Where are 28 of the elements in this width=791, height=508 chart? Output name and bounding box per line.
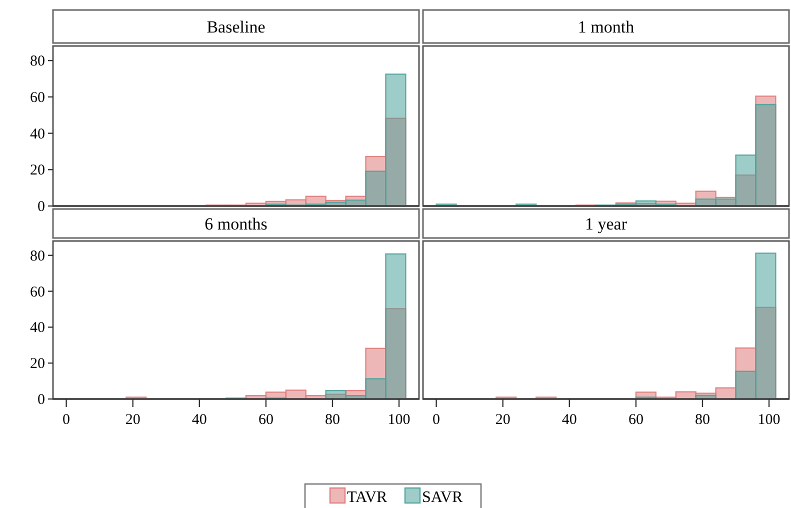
y-tick-label: 40 <box>30 320 45 336</box>
chart-title: 1 year <box>584 214 628 234</box>
x-tick-label: 0 <box>432 412 440 428</box>
y-tick-label: 20 <box>30 356 45 372</box>
y-tick-label: 80 <box>30 54 45 70</box>
chart-title: 6 months <box>204 214 268 234</box>
legend-label: SAVR <box>422 489 463 506</box>
x-tick-label: 80 <box>694 412 710 428</box>
x-tick-label: 40 <box>562 412 577 428</box>
y-tick-label: 0 <box>38 199 45 215</box>
chart-title: Baseline <box>206 18 266 36</box>
y-tick-label: 60 <box>30 90 45 106</box>
x-tick-label: 100 <box>388 412 410 428</box>
chart-title: 1 month <box>578 18 635 36</box>
x-tick-label: 0 <box>62 412 70 428</box>
x-tick-label: 80 <box>324 412 340 428</box>
y-tick-label: 0 <box>38 392 45 408</box>
legend-label: TAVR <box>347 489 388 506</box>
x-tick-label: 60 <box>258 412 274 428</box>
x-tick-label: 60 <box>628 412 644 428</box>
y-tick-label: 40 <box>30 126 45 142</box>
x-tick-label: 40 <box>192 412 207 428</box>
x-tick-label: 100 <box>758 412 780 428</box>
x-tick-label: 20 <box>495 412 510 428</box>
y-tick-label: 60 <box>30 284 45 300</box>
y-tick-label: 20 <box>30 162 45 179</box>
x-tick-label: 20 <box>125 412 140 428</box>
y-tick-label: 80 <box>30 248 45 264</box>
